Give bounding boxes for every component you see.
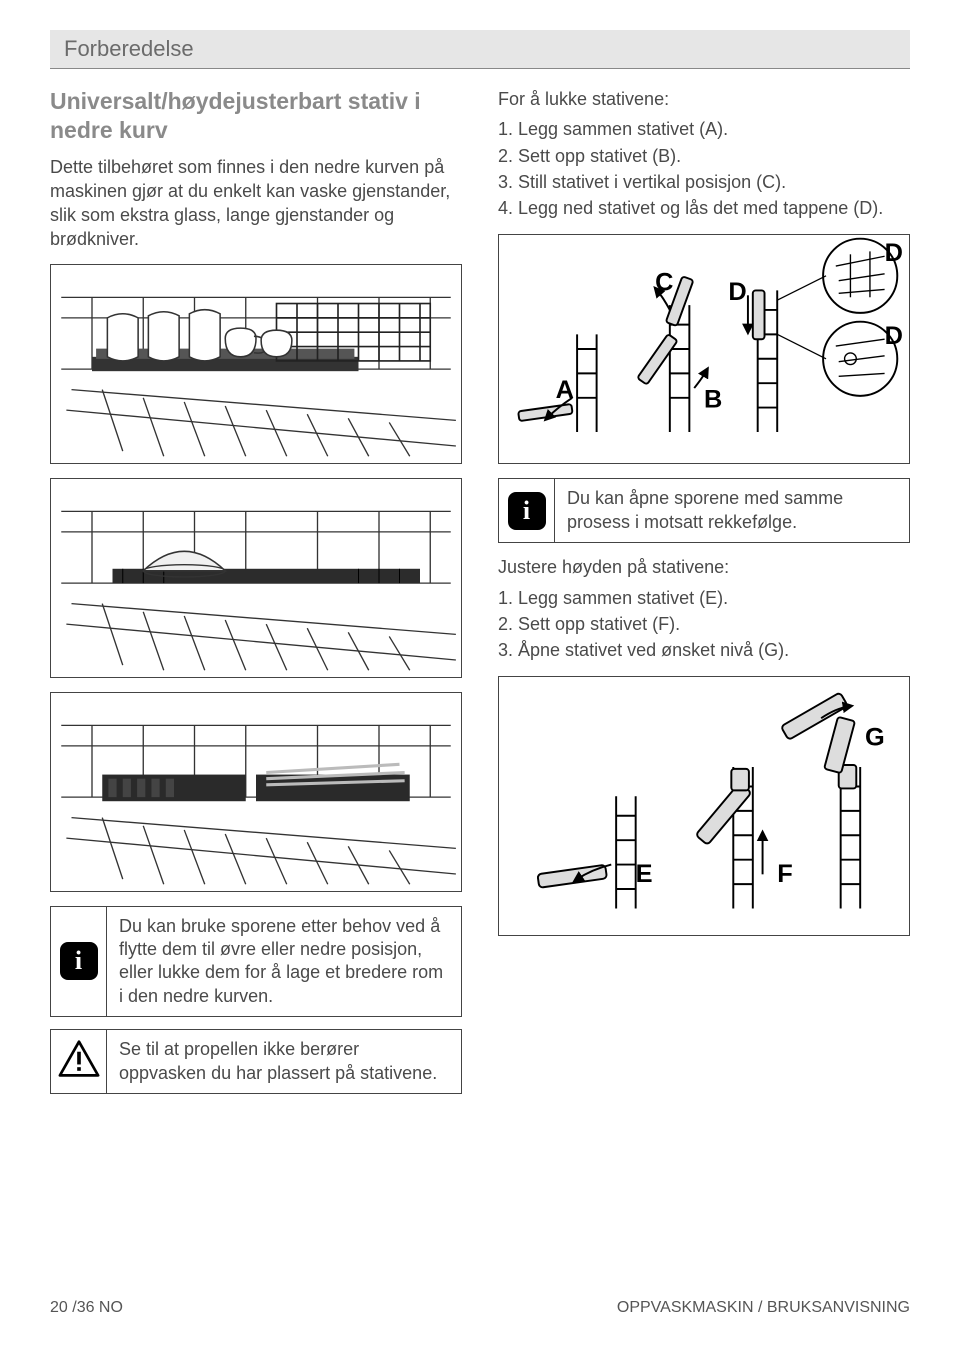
adjust-intro: Justere høyden på stativene:	[498, 555, 910, 579]
warn-propeller-text: Se til at propellen ikke berører oppvask…	[107, 1030, 461, 1093]
section-header: Forberedelse	[50, 30, 910, 69]
info-reverse-text: Du kan åpne sporene med samme prosess i …	[555, 479, 909, 542]
label-e: E	[636, 861, 653, 889]
diagram-abcd: A B C D D	[498, 234, 910, 464]
content-columns: Universalt/høydejusterbart stativ i nedr…	[50, 87, 910, 1106]
left-column: Universalt/høydejusterbart stativ i nedr…	[50, 87, 462, 1106]
list-item: 1. Legg sammen stativet (E).	[498, 586, 910, 610]
list-item: 2. Sett opp stativet (B).	[498, 144, 910, 168]
footer-page-number: 20 /36 NO	[50, 1299, 123, 1317]
label-d3: D	[885, 323, 903, 351]
diagram-efg: E F G	[498, 676, 910, 936]
label-a: A	[556, 376, 574, 404]
warning-box-propeller: Se til at propellen ikke berører oppvask…	[50, 1029, 462, 1094]
list-item: 3. Still stativet i vertikal posisjon (C…	[498, 170, 910, 194]
page-footer: 20 /36 NO OPPVASKMASKIN / BRUKSANVISNING	[50, 1299, 910, 1317]
label-b: B	[704, 386, 722, 414]
label-f: F	[777, 861, 793, 889]
info-usage-text: Du kan bruke sporene etter behov ved å f…	[107, 907, 461, 1017]
section-title: Forberedelse	[64, 36, 194, 61]
adjust-steps-list: 1. Legg sammen stativet (E). 2. Sett opp…	[498, 586, 910, 663]
sub-heading: Universalt/høydejusterbart stativ i nedr…	[50, 87, 462, 145]
intro-paragraph: Dette tilbehøret som finnes i den nedre …	[50, 155, 462, 252]
figure-rack-bowl	[50, 478, 462, 678]
figure-rack-knives	[50, 692, 462, 892]
info-icon: i	[51, 907, 107, 1017]
info-box-usage: i Du kan bruke sporene etter behov ved å…	[50, 906, 462, 1018]
list-item: 3. Åpne stativet ved ønsket nivå (G).	[498, 638, 910, 662]
footer-doc-title: OPPVASKMASKIN / BRUKSANVISNING	[617, 1299, 910, 1317]
info-box-reverse: i Du kan åpne sporene med samme prosess …	[498, 478, 910, 543]
figure-rack-cups	[50, 264, 462, 464]
close-steps-list: 1. Legg sammen stativet (A). 2. Sett opp…	[498, 117, 910, 220]
list-item: 1. Legg sammen stativet (A).	[498, 117, 910, 141]
label-d: D	[728, 279, 746, 307]
list-item: 2. Sett opp stativet (F).	[498, 612, 910, 636]
right-column: For å lukke stativene: 1. Legg sammen st…	[498, 87, 910, 1106]
label-d2: D	[885, 240, 903, 268]
label-g: G	[865, 724, 885, 752]
list-item: 4. Legg ned stativet og lås det med tapp…	[498, 196, 910, 220]
warning-icon	[51, 1030, 107, 1093]
close-intro: For å lukke stativene:	[498, 87, 910, 111]
info-icon: i	[499, 479, 555, 542]
label-c: C	[655, 269, 673, 297]
